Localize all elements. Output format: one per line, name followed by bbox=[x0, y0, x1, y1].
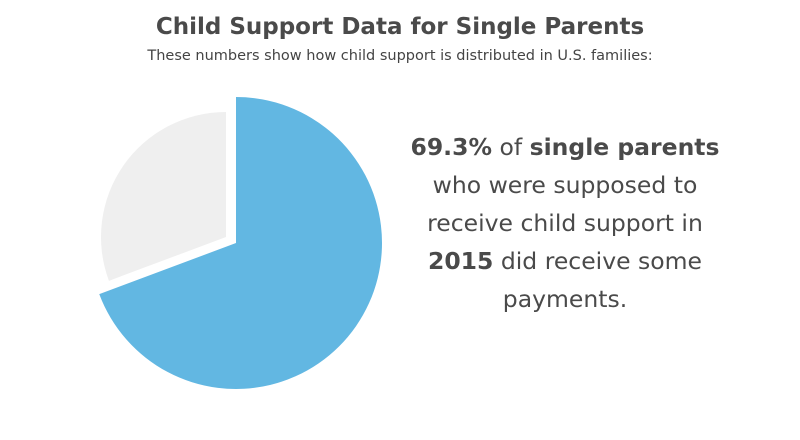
callout-text-2: who were supposed to receive child suppo… bbox=[427, 171, 703, 237]
callout-text-1: of bbox=[492, 133, 530, 161]
chart-subtitle: These numbers show how child support is … bbox=[147, 48, 653, 64]
pie-slice-1 bbox=[100, 112, 226, 281]
callout-text-3: did receive some payments. bbox=[493, 247, 703, 313]
callout-subject: single parents bbox=[529, 133, 720, 161]
callout-percent: 69.3% bbox=[410, 133, 492, 161]
pie-slice-0 bbox=[99, 97, 383, 389]
callout-year: 2015 bbox=[427, 247, 494, 275]
chart-title: Child Support Data for Single Parents bbox=[155, 14, 645, 40]
callout-text: 69.3% of single parents who were suppose… bbox=[400, 128, 730, 318]
